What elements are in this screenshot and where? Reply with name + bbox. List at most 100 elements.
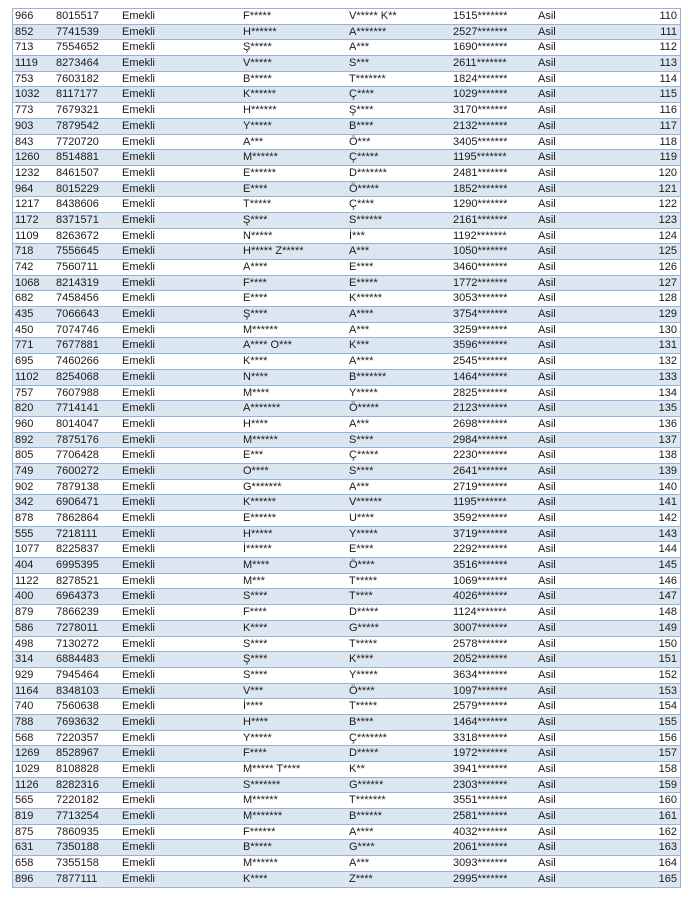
cell-status: Emekli — [122, 41, 156, 54]
table-row: 742 7560711 Emekli A**** E**** 3460******* Asi… — [13, 260, 680, 276]
cell-id-number: 2527******* — [453, 25, 508, 38]
cell-last-name: E**** — [349, 543, 374, 556]
cell-type: Asil — [538, 778, 556, 791]
cell-row-id: 1164 — [15, 684, 39, 697]
cell-registry-number: 7714141 — [56, 402, 99, 415]
cell-id-number: 2123******* — [453, 402, 508, 415]
cell-type: Asil — [538, 386, 556, 399]
cell-sequence-number: 135 — [658, 402, 677, 415]
cell-last-name: Ö***** — [349, 182, 379, 195]
cell-first-name: V***** — [243, 57, 272, 70]
cell-id-number: 2719******* — [453, 480, 508, 493]
cell-sequence-number: 123 — [658, 213, 677, 226]
table-row: 929 7945464 Emekli S**** Y***** 3634******* As… — [13, 668, 680, 684]
cell-row-id: 435 — [15, 308, 34, 321]
cell-sequence-number: 130 — [658, 323, 677, 336]
cell-type: Asil — [538, 621, 556, 634]
cell-sequence-number: 146 — [658, 574, 677, 587]
cell-last-name: A*** — [349, 857, 370, 870]
cell-first-name: H***** Z***** — [243, 245, 304, 258]
cell-first-name: B***** — [243, 841, 272, 854]
cell-row-id: 1119 — [15, 57, 38, 70]
cell-registry-number: 7693632 — [56, 715, 99, 728]
table-row: 695 7460266 Emekli K**** A**** 2545******* Asi… — [13, 354, 680, 370]
cell-registry-number: 7560711 — [56, 261, 99, 273]
cell-type: Asil — [538, 57, 556, 70]
cell-type: Asil — [538, 151, 556, 164]
cell-row-id: 878 — [15, 512, 34, 524]
cell-type: Asil — [538, 370, 556, 383]
cell-last-name: A**** — [349, 355, 374, 368]
cell-registry-number: 7220357 — [56, 731, 99, 744]
cell-status: Emekli — [122, 480, 156, 493]
cell-status: Emekli — [122, 433, 156, 446]
cell-type: Asil — [538, 213, 556, 226]
cell-last-name: Y***** — [349, 527, 378, 540]
cell-id-number: 2230******* — [453, 449, 508, 462]
cell-id-number: 1464******* — [453, 715, 508, 728]
cell-sequence-number: 154 — [658, 700, 677, 713]
cell-row-id: 903 — [15, 119, 34, 132]
cell-sequence-number: 142 — [658, 512, 677, 524]
table-row: 450 7074746 Emekli M****** A*** 3259******* As… — [13, 323, 680, 339]
cell-first-name: O**** — [243, 464, 269, 477]
cell-type: Asil — [538, 715, 556, 728]
cell-last-name: Ö**** — [349, 559, 375, 572]
cell-registry-number: 8514881 — [56, 151, 99, 164]
cell-last-name: Ç**** — [349, 88, 375, 101]
cell-registry-number: 7866239 — [56, 606, 99, 619]
cell-row-id: 820 — [15, 402, 34, 415]
cell-id-number: 3460******* — [453, 261, 508, 273]
cell-row-id: 1260 — [15, 151, 40, 164]
cell-id-number: 1515******* — [453, 10, 508, 22]
cell-status: Emekli — [122, 135, 156, 148]
cell-id-number: 1192******* — [453, 229, 507, 242]
cell-sequence-number: 162 — [658, 825, 677, 838]
cell-sequence-number: 158 — [658, 763, 677, 775]
cell-row-id: 586 — [15, 621, 34, 634]
cell-id-number: 2132******* — [453, 119, 508, 132]
table-row: 771 7677881 Emekli A**** O*** K*** 3596******… — [13, 338, 680, 355]
cell-row-id: 960 — [15, 417, 34, 430]
cell-first-name: E**** — [243, 292, 268, 305]
cell-type: Asil — [538, 464, 556, 477]
cell-first-name: S**** — [243, 590, 268, 603]
cell-last-name: A*** — [349, 245, 370, 258]
cell-status: Emekli — [122, 182, 156, 195]
table-row: 960 8014047 Emekli H**** A*** 2698******* Asil… — [13, 417, 680, 433]
table-row: 1164 8348103 Emekli V*** Ö**** 1097******* Asi… — [13, 683, 680, 700]
cell-last-name: D******* — [349, 166, 387, 179]
cell-registry-number: 7860935 — [56, 825, 99, 838]
cell-registry-number: 7741539 — [56, 25, 99, 38]
cell-sequence-number: 152 — [658, 668, 677, 681]
cell-type: Asil — [538, 292, 556, 305]
cell-last-name: Ç***** — [349, 449, 379, 462]
cell-sequence-number: 131 — [658, 339, 677, 352]
cell-status: Emekli — [122, 245, 156, 258]
cell-last-name: B****** — [349, 810, 383, 823]
cell-status: Emekli — [122, 88, 156, 101]
cell-status: Emekli — [122, 213, 156, 226]
cell-last-name: E**** — [349, 261, 374, 273]
cell-sequence-number: 144 — [658, 543, 677, 556]
cell-row-id: 404 — [15, 559, 34, 572]
cell-first-name: N***** — [243, 229, 273, 242]
cell-row-id: 892 — [15, 433, 34, 446]
cell-type: Asil — [538, 841, 556, 854]
cell-id-number: 3596******* — [453, 339, 508, 352]
table-row: 1232 8461507 Emekli E****** D******* 2481****… — [13, 166, 680, 182]
cell-first-name: K****** — [243, 88, 277, 101]
table-row: 773 7679321 Emekli H****** Ş**** 3170******* A… — [13, 103, 680, 119]
cell-registry-number: 7713254 — [56, 810, 99, 823]
cell-id-number: 1124******* — [453, 606, 507, 619]
table-row: 565 7220182 Emekli M****** T******* 3551*****… — [13, 793, 680, 810]
table-row: 400 6964373 Emekli S**** T**** 4026******* Asi… — [13, 589, 680, 606]
cell-id-number: 1824******* — [453, 72, 508, 85]
cell-row-id: 805 — [15, 449, 34, 462]
cell-registry-number: 8438606 — [56, 198, 99, 211]
cell-id-number: 3592******* — [453, 512, 508, 524]
cell-id-number: 3516******* — [453, 559, 508, 572]
cell-type: Asil — [538, 245, 556, 258]
cell-status: Emekli — [122, 559, 156, 572]
cell-id-number: 3719******* — [453, 527, 508, 540]
